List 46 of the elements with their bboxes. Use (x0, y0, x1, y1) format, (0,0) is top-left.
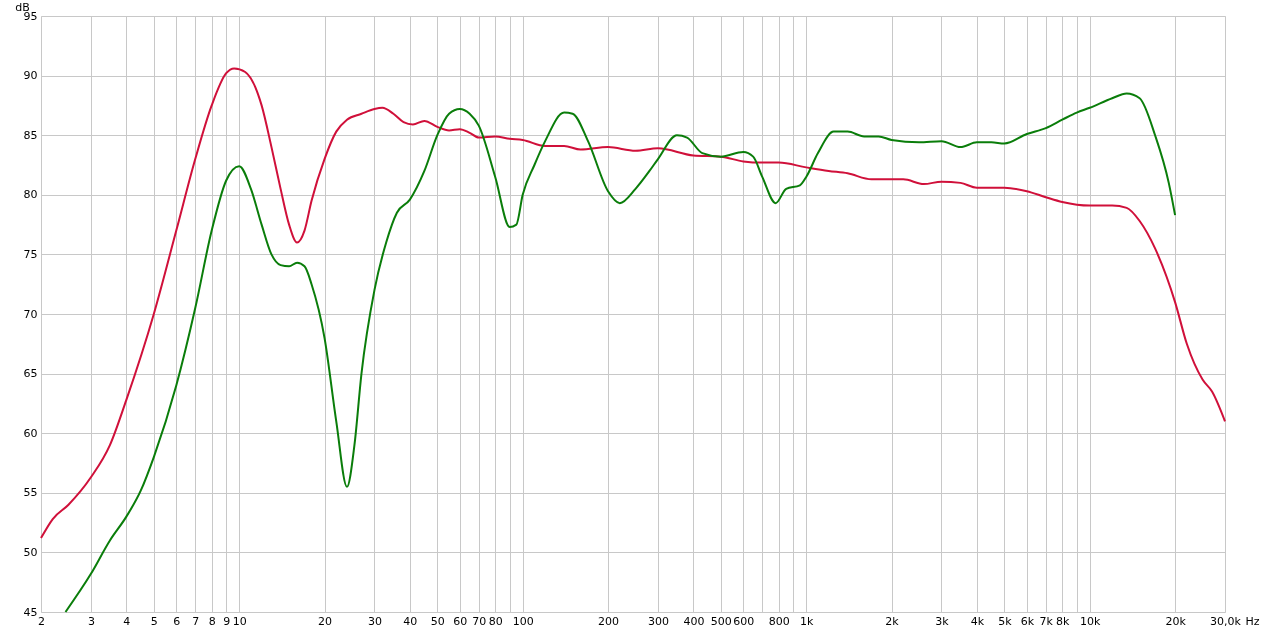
x-tick-label: 2k (885, 614, 900, 628)
y-tick-label: 55 (23, 486, 38, 500)
x-tick-label: 6 (173, 614, 181, 628)
x-tick-label: 7 (192, 614, 200, 628)
y-tick-label: 65 (23, 367, 38, 381)
x-tick-label: 3 (87, 614, 95, 628)
x-tick-label: 500 (710, 614, 732, 628)
x-tick-label: 5k (998, 614, 1013, 628)
x-tick-label: 10 (232, 614, 247, 628)
x-tick-label: 50 (430, 614, 445, 628)
x-axis-title: Hz (1245, 614, 1260, 628)
y-tick-label: 80 (23, 188, 38, 202)
y-tick-label: 85 (23, 128, 38, 142)
y-tick-label: 70 (23, 307, 38, 321)
y-tick-label: 95 (23, 9, 38, 23)
x-tick-label: 800 (768, 614, 790, 628)
x-tick-label: 8k (1056, 614, 1071, 628)
y-tick-label: 90 (23, 69, 38, 83)
y-tick-label: 50 (23, 545, 38, 559)
x-tick-label: 300 (647, 614, 669, 628)
x-tick-label: 100 (512, 614, 534, 628)
x-tick-label: 1k (800, 614, 815, 628)
x-tick-label: 30,0k (1210, 614, 1242, 628)
x-tick-label: 30 (367, 614, 382, 628)
x-tick-label: 600 (733, 614, 755, 628)
x-tick-label: 70 (472, 614, 487, 628)
x-tick-label: 7k (1039, 614, 1054, 628)
x-tick-label: 20k (1165, 614, 1187, 628)
x-tick-label: 10k (1080, 614, 1102, 628)
x-tick-label: 2 (38, 614, 45, 628)
y-tick-label: 75 (23, 247, 38, 261)
x-tick-label: 4 (123, 614, 131, 628)
x-tick-label: 3k (935, 614, 950, 628)
x-tick-label: 40 (403, 614, 418, 628)
x-tick-label: 8 (208, 614, 216, 628)
x-tick-label: 6k (1020, 614, 1035, 628)
x-tick-label: 9 (223, 614, 231, 628)
x-tick-label: 80 (488, 614, 503, 628)
x-tick-label: 200 (598, 614, 620, 628)
y-tick-label: 60 (23, 426, 38, 440)
x-tick-label: 20 (318, 614, 333, 628)
x-tick-label: 4k (970, 614, 985, 628)
x-tick-label: 400 (683, 614, 705, 628)
y-tick-label: 45 (23, 605, 38, 619)
x-tick-label: 5 (150, 614, 158, 628)
x-tick-label: 60 (453, 614, 468, 628)
